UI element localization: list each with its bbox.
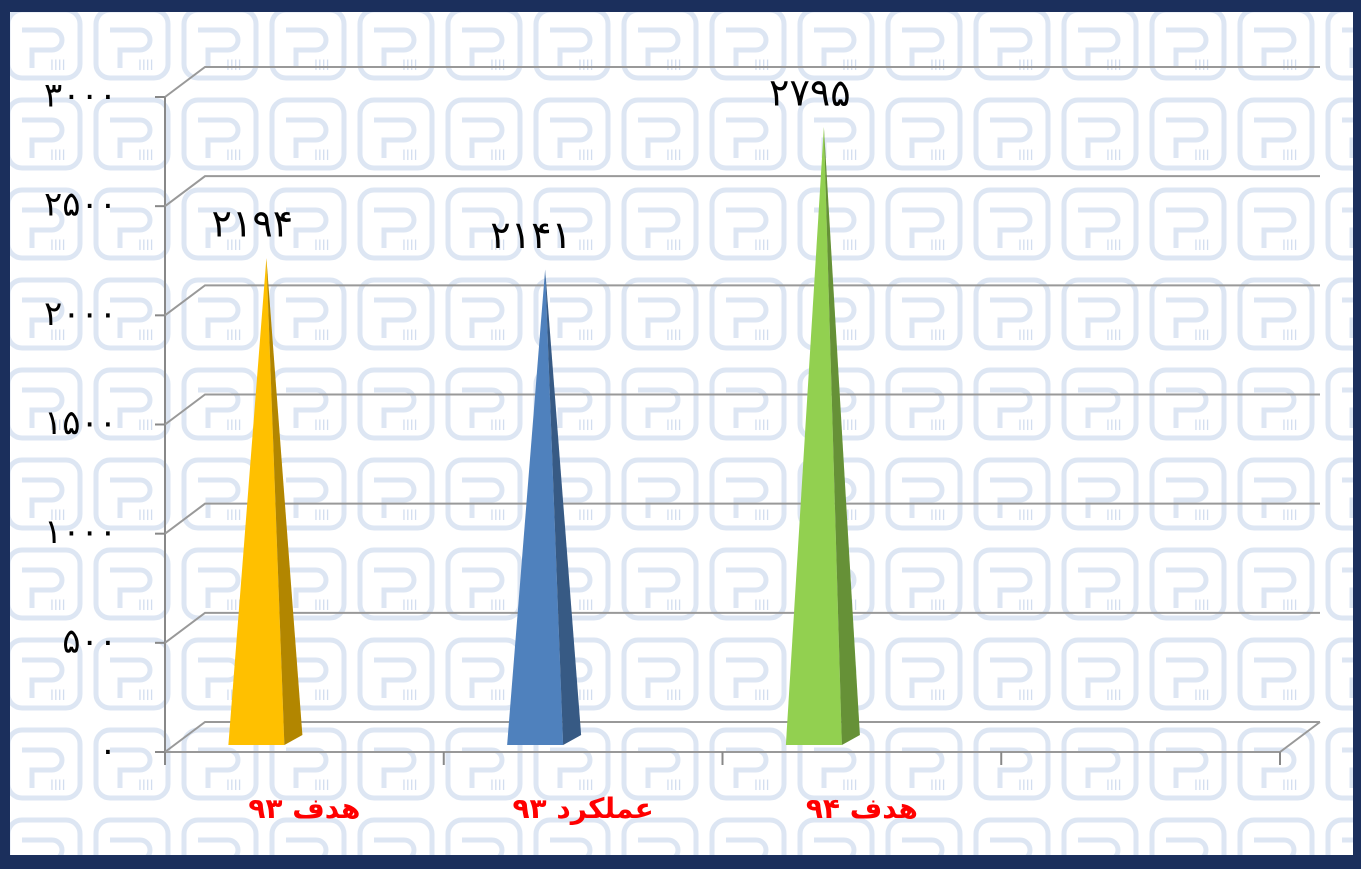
x-tick-label: عملکرد ۹۳ [512,792,653,825]
pyramid-side [266,257,303,745]
pyramid-front [228,257,285,745]
watermark [10,12,1353,855]
chart-layer: ۰ ۵۰۰ ۱۰۰۰ ۱۵۰۰ ۲۰۰۰ ۲۵۰۰ ۳۰۰۰ هدف ۹۳ ۲۱۹۴ عملکرد… [44,66,1321,825]
y-tick-label: ۰ [99,731,117,771]
y-tick-label: ۲۰۰۰ [44,294,117,334]
value-label: ۲۷۹۵ [769,70,851,114]
grid-line [164,175,1320,207]
pyramid-shade [545,269,582,745]
grid-line [164,611,1320,644]
grid-line [164,393,1320,426]
y-tick-label: ۱۰۰۰ [44,512,117,552]
y-tick-label: ۵۰۰ [62,621,117,661]
x-tick-label: هدف ۹۳ [248,792,360,825]
y-tick-label: ۱۵۰۰ [44,403,117,443]
pyramid-front [785,126,842,746]
pyramid-front [507,269,564,745]
y-tick-label: ۳۰۰۰ [44,76,117,116]
y-tick-label: ۲۵۰۰ [44,185,117,225]
pyramid-side [823,126,860,746]
grid-line [164,66,1320,98]
pyramid [228,257,303,745]
value-label: ۲۱۹۴ [212,201,294,245]
pyramid [785,126,860,746]
x-tick-label: هدف ۹۴ [806,792,918,825]
grid-line [164,502,1320,535]
value-label: ۲۱۴۱ [490,213,572,257]
grid-line [164,284,1320,317]
pyramid-side [545,269,582,745]
pyramid-shade [823,126,860,746]
pyramid [507,269,582,745]
grid-line [164,721,1320,753]
pyramid-shade [266,257,303,745]
